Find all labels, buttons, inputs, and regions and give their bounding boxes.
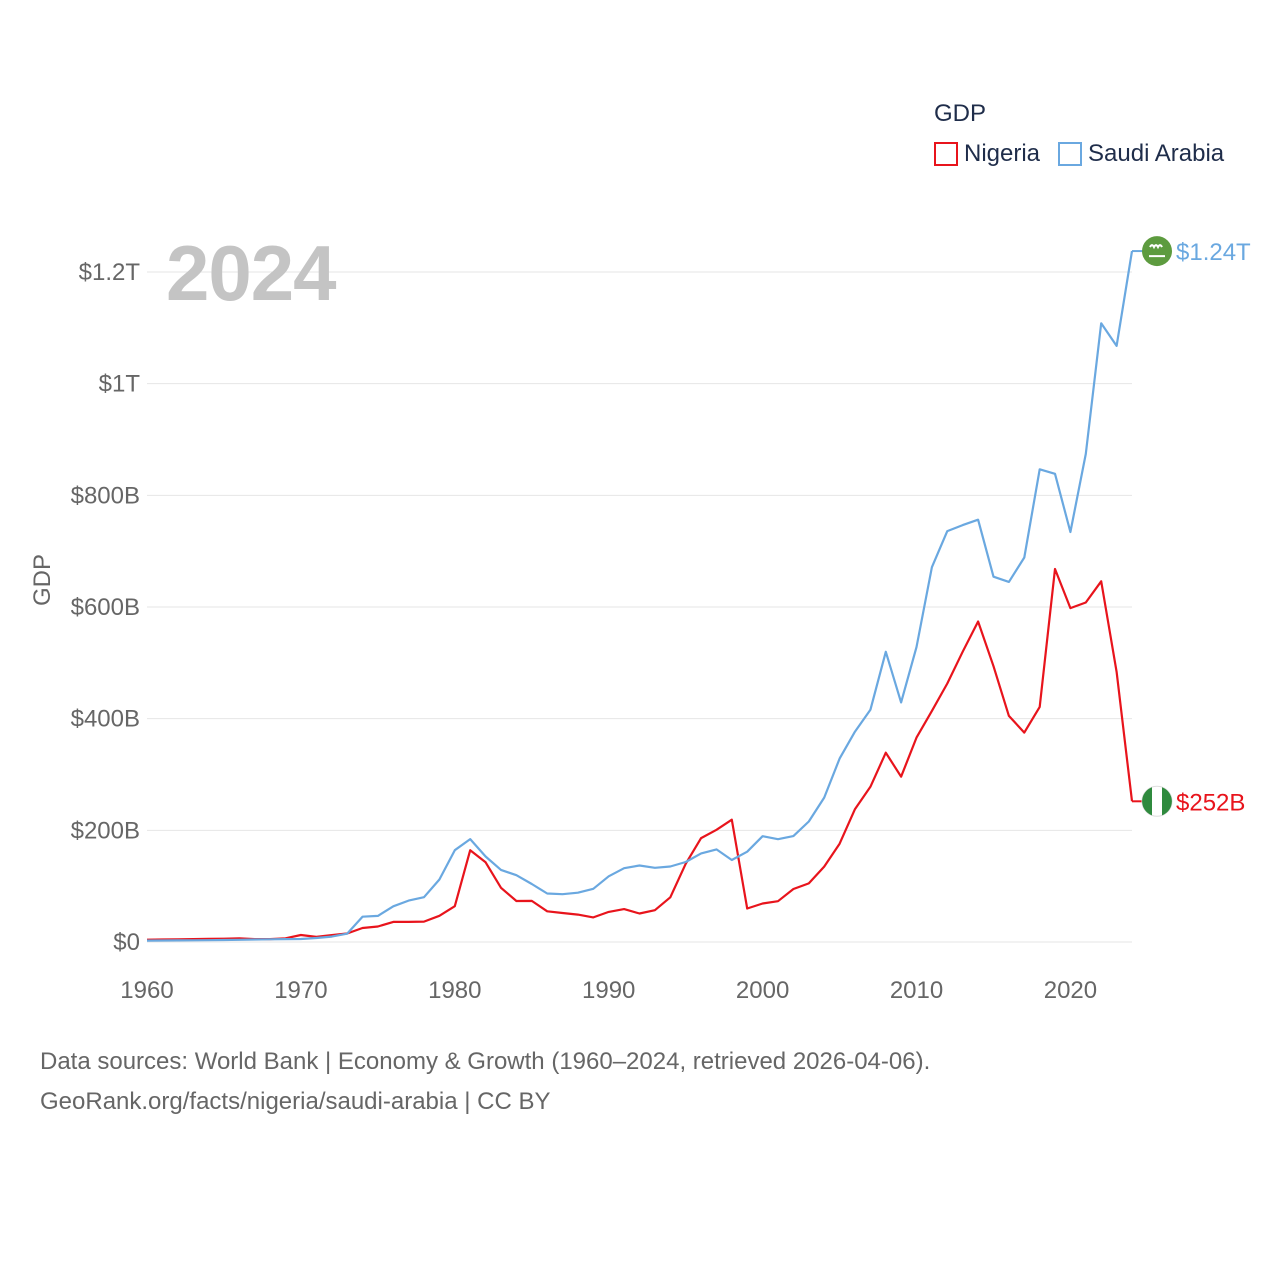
flag-base [1142,236,1172,267]
end-labels: $252B $1.24T [1132,236,1251,817]
legend-swatch-nigeria [934,142,958,166]
y-tick-label: $1T [99,371,141,398]
gridlines [147,271,1132,943]
flag-stripe-left [1142,787,1152,816]
y-axis-label: GDP [29,554,56,606]
y-tick-label: $200B [71,817,140,844]
source-line-1: Data sources: World Bank | Economy & Gro… [40,1048,931,1075]
flag-emblem [1149,244,1165,258]
legend-item-saudi-arabia[interactable]: Saudi Arabia [1058,140,1224,168]
end-value-label: $1.24T [1176,239,1251,266]
legend-label-saudi-arabia: Saudi Arabia [1088,140,1225,167]
series-line-nigeria [146,567,1134,941]
x-tick-label: 2010 [890,977,943,1004]
y-tick-label: $400B [71,706,140,733]
data-source-note: Data sources: World Bank | Economy & Gro… [40,1042,930,1122]
y-tick-label: $1.2T [79,259,141,286]
y-tick-label: $600B [71,594,140,621]
x-tick-label: 1960 [120,977,173,1004]
legend-title: GDP [934,100,987,127]
nigeria-flag-icon [1141,785,1173,817]
saudi-arabia-flag-icon [1142,236,1172,267]
legend-item-nigeria[interactable]: Nigeria [934,140,1040,168]
x-tick-label: 2020 [1044,977,1097,1004]
legend: GDP Nigeria Saudi Arabia [934,100,1242,168]
series-line-saudi-arabia [146,250,1134,942]
series-lines [146,250,1134,942]
source-line-2[interactable]: GeoRank.org/facts/nigeria/saudi-arabia |… [40,1088,551,1115]
legend-swatch-saudi-arabia [1058,142,1083,166]
flag-stripe-right [1162,787,1172,816]
x-tick-label: 1990 [582,977,635,1004]
x-tick-label: 1980 [428,977,481,1004]
x-tick-label: 1970 [274,977,327,1004]
x-tick-label: 2000 [736,977,789,1004]
y-axis-ticks: $0 $200B $400B $600B $800B $1T $1.2T [71,259,141,956]
legend-label-nigeria: Nigeria [964,140,1041,167]
y-tick-label: $0 [113,929,140,956]
y-tick-label: $800B [71,482,140,509]
end-value-label: $252B [1176,789,1245,816]
x-axis-ticks: 1960 1970 1980 1990 2000 2010 2020 [120,977,1097,1004]
year-label: 2024 [166,229,337,317]
